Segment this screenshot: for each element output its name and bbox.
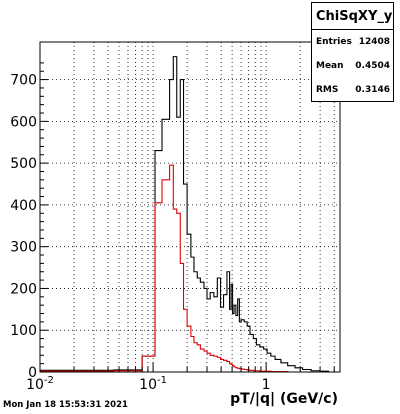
y-tick-label: 300 [10, 240, 37, 256]
x-tick-label: 1 [262, 377, 271, 393]
y-tick-label: 200 [10, 281, 37, 297]
stats-box: ChiSqXY_y Entries 12408 Mean 0.4504 RMS … [311, 2, 394, 102]
y-tick-label: 400 [10, 198, 37, 214]
y-tick-label: 700 [10, 73, 37, 89]
timestamp: Mon Jan 18 15:53:31 2021 [3, 400, 128, 410]
x-axis-label: pT/|q| (GeV/c) [230, 391, 338, 407]
x-tick-label: 10-2 [26, 375, 54, 393]
histogram-series-2 [40, 164, 330, 373]
plot-area [40, 42, 340, 372]
stats-label: Mean [316, 61, 344, 71]
stats-value: 0.3146 [355, 85, 390, 95]
histogram-series-1 [40, 56, 330, 372]
stats-label: Entries [316, 37, 352, 47]
stats-title: ChiSqXY_y [312, 3, 393, 30]
stats-row-entries: Entries 12408 [312, 30, 393, 54]
y-tick-label: 600 [10, 114, 37, 130]
stats-label: RMS [316, 85, 339, 95]
y-tick-label: 500 [10, 156, 37, 172]
stats-value: 0.4504 [355, 61, 390, 71]
y-tick-label: 0 [28, 365, 37, 381]
plot-frame [39, 41, 341, 373]
stats-value: 12408 [358, 37, 390, 47]
stats-row-mean: Mean 0.4504 [312, 54, 393, 78]
stats-row-rms: RMS 0.3146 [312, 78, 393, 102]
x-tick-label: 10-1 [139, 375, 167, 393]
y-tick-label: 100 [10, 323, 37, 339]
